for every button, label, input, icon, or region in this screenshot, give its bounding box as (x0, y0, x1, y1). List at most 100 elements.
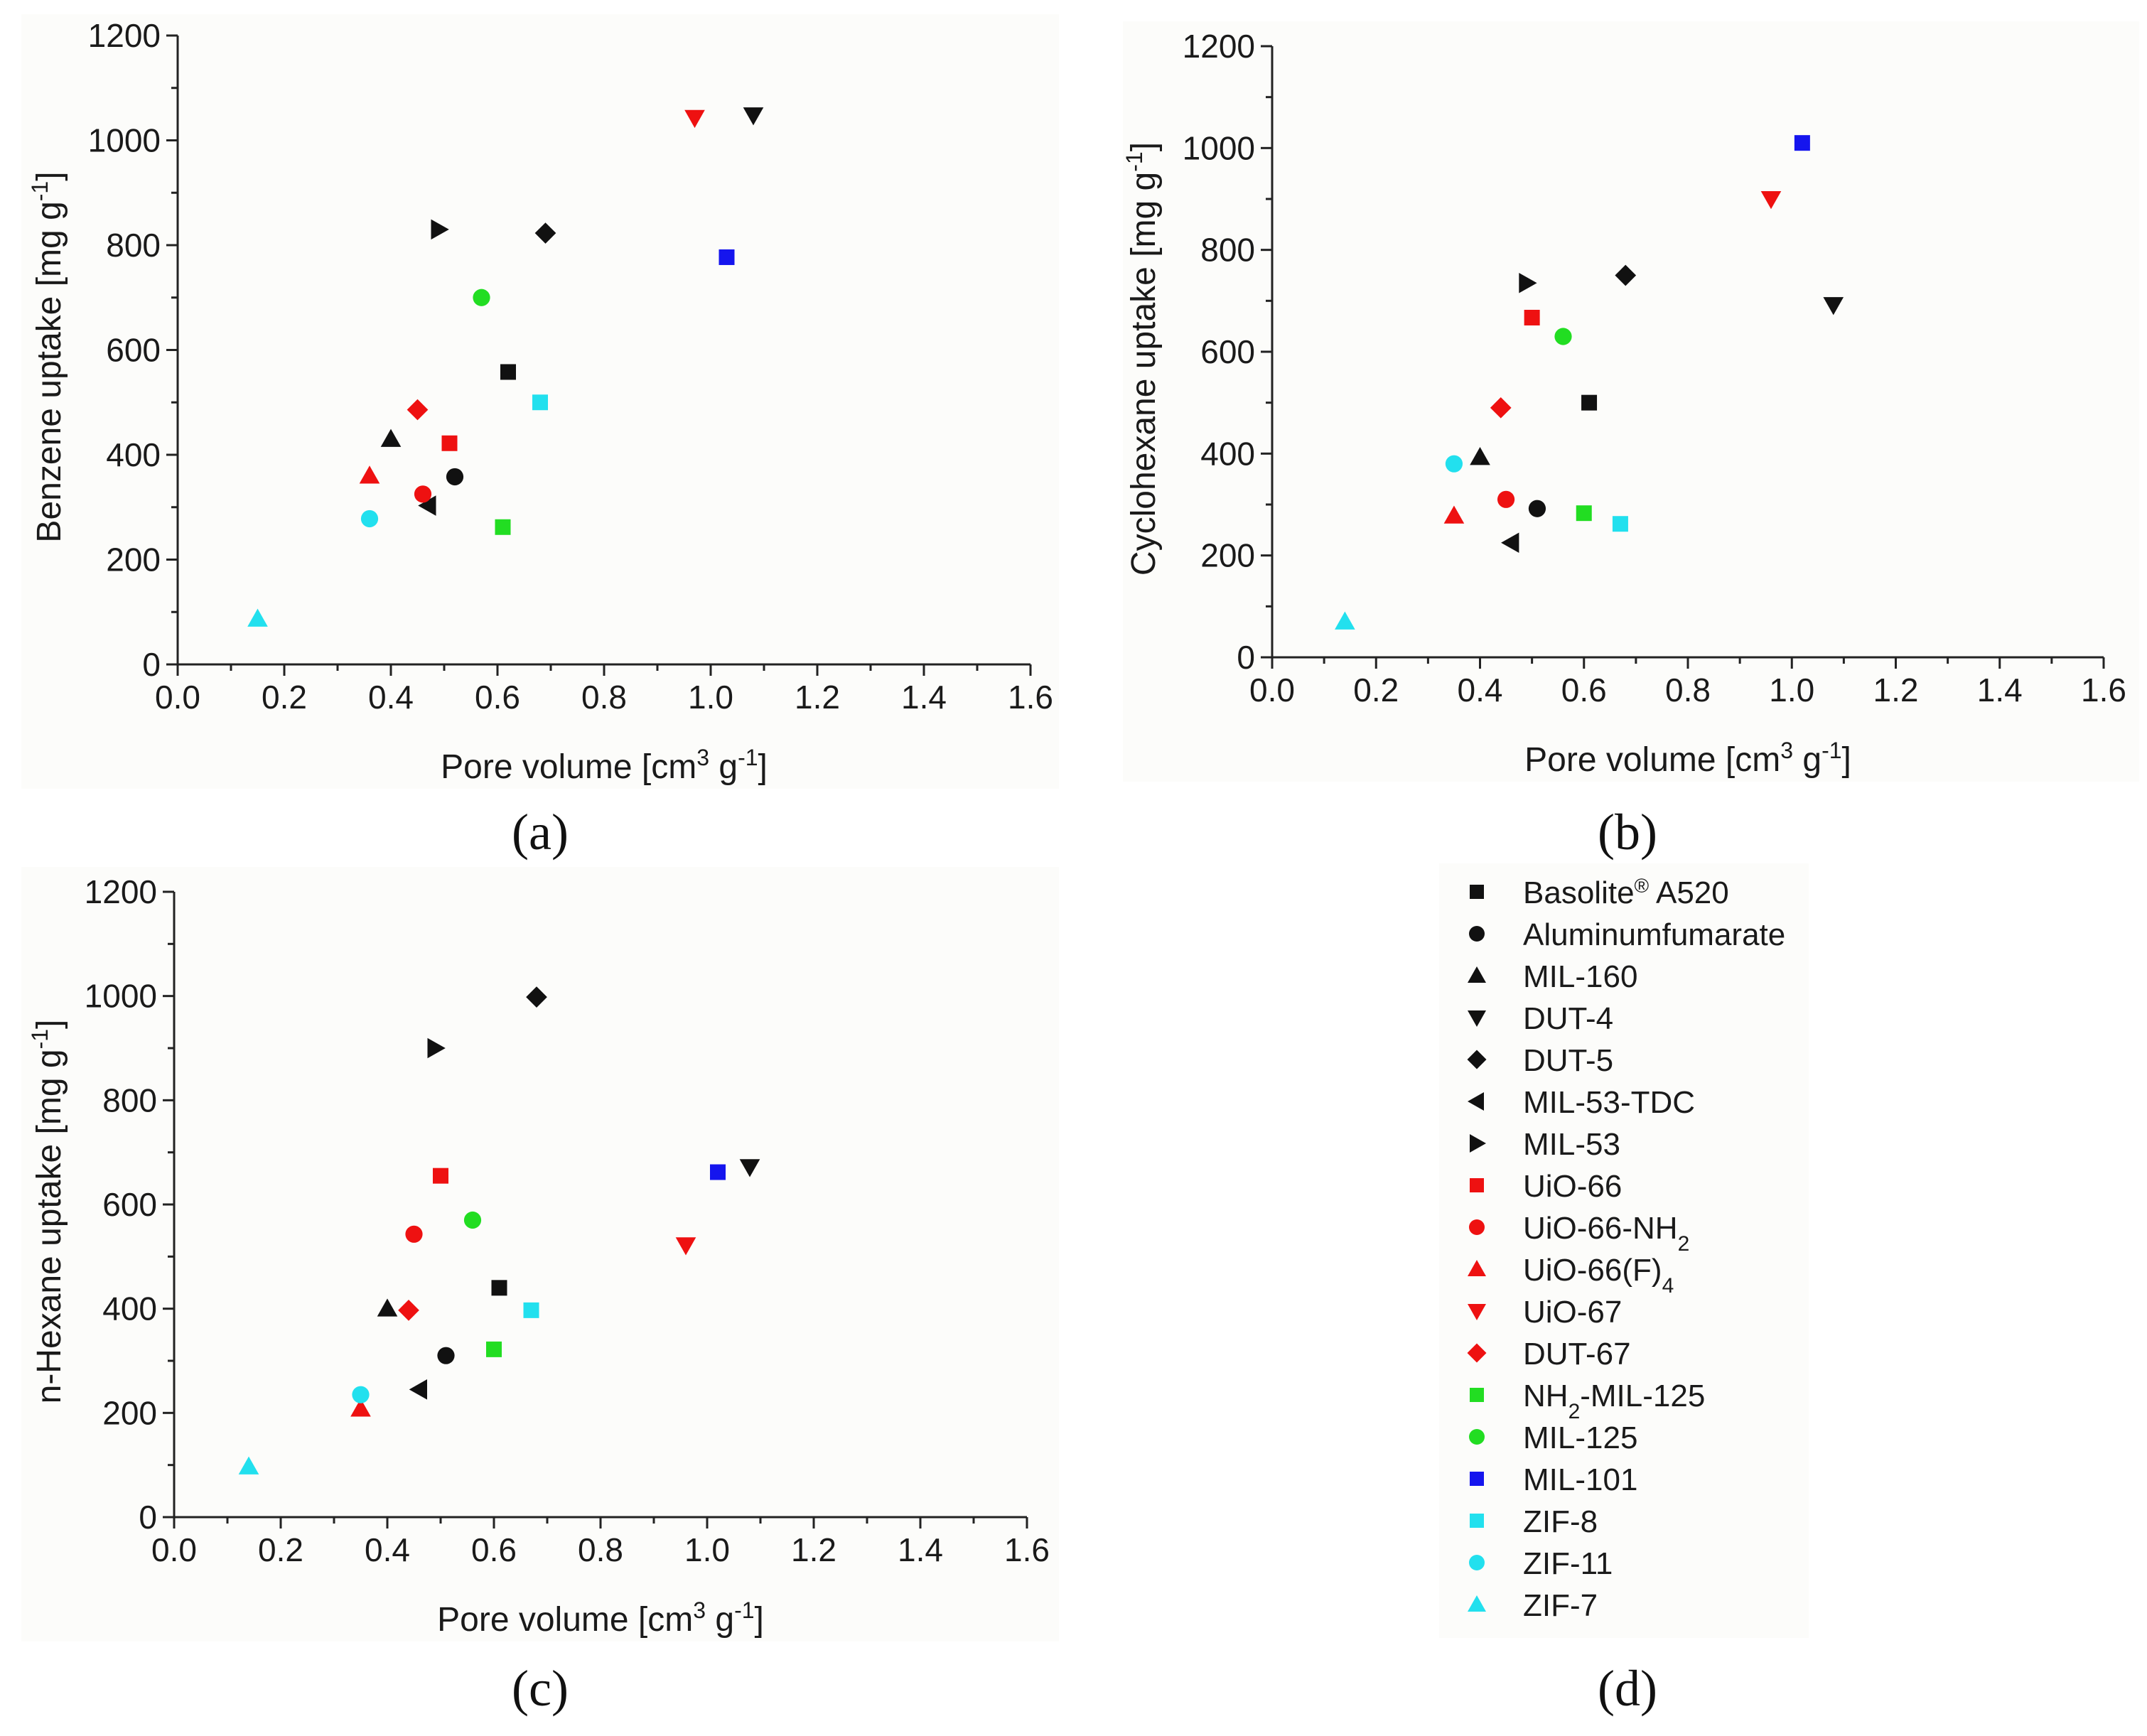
y-tick-label: 600 (106, 332, 161, 369)
legend-label: UiO-66-NH2 (1523, 1211, 1689, 1256)
x-tick-label: 0.6 (475, 679, 520, 716)
panel-a-x-ticks: 0.0 0.2 0.4 0.6 0.8 1.0 1.2 1.4 1.6 (155, 664, 1053, 716)
x-tick-label: 0.2 (1353, 672, 1399, 708)
y-tick-label: 400 (102, 1290, 157, 1327)
data-point-mil-101 (1794, 135, 1810, 151)
x-tick-label: 0.8 (581, 679, 627, 716)
y-tick-label: 1200 (1183, 28, 1255, 65)
data-point-nh2-mil-125 (486, 1341, 502, 1357)
legend-label: ZIF-11 (1523, 1546, 1613, 1581)
panel-c-y-ticks: 0 200 400 600 800 1000 1200 (85, 873, 174, 1536)
data-point-aluminumfumarate (446, 468, 464, 486)
x-tick-label: 0.8 (1665, 672, 1711, 708)
y-tick-label: 1200 (85, 873, 157, 910)
y-tick-label: 1000 (1183, 129, 1255, 166)
x-tick-label: 1.6 (1004, 1531, 1050, 1568)
data-point-uio-66-f-4 (359, 465, 380, 484)
y-tick-label: 1000 (85, 978, 157, 1015)
data-point-mil-125 (1554, 328, 1572, 345)
legend-marker-triangle-up (1468, 1595, 1486, 1612)
panel-b-y-label: Cyclohexane uptake [mg g-1] (1121, 142, 1163, 576)
panel-c-caption: (c) (512, 1660, 569, 1717)
legend-label: MIL-53 (1523, 1127, 1620, 1162)
legend-label: ZIF-7 (1523, 1588, 1598, 1623)
data-point-dut-67 (1490, 397, 1512, 419)
legend-entry: MIL-125 (1469, 1420, 1637, 1455)
panel-a-caption: (a) (512, 804, 569, 861)
data-point-uio-66-nh2 (1497, 490, 1515, 508)
panel-a-y-ticks: 0 200 400 600 800 1000 1200 (88, 17, 178, 683)
x-tick-label: 1.6 (2081, 672, 2126, 708)
legend-entry: MIL-53 (1470, 1127, 1620, 1162)
legend-marker-triangle-up (1468, 966, 1486, 983)
y-tick-label: 800 (1200, 232, 1255, 269)
legend-entry: Aluminumfumarate (1469, 917, 1785, 952)
x-tick-label: 0.6 (471, 1531, 517, 1568)
x-tick-label: 1.4 (901, 679, 947, 716)
legend-entry: DUT-5 (1467, 1043, 1613, 1078)
panel-c-points (238, 986, 760, 1474)
y-tick-label: 1200 (88, 17, 161, 54)
chart-panel-a: 0.0 0.2 0.4 0.6 0.8 1.0 1.2 1.4 1.6 0 200 400 600 80… (21, 14, 1059, 861)
data-point-uio-66 (433, 1168, 448, 1184)
legend-label: ZIF-8 (1523, 1504, 1598, 1539)
data-point-nh2-mil-125 (1576, 505, 1592, 522)
legend-entry: ZIF-8 (1470, 1504, 1598, 1539)
legend-marker-circle (1469, 1555, 1485, 1570)
data-point-dut-4 (743, 107, 764, 126)
legend-entry: DUT-4 (1468, 1001, 1613, 1036)
legend-label: MIL-53-TDC (1523, 1085, 1695, 1120)
x-tick-label: 0.4 (368, 679, 414, 716)
legend-marker-square (1470, 1388, 1484, 1402)
data-point-mil-53 (427, 1037, 446, 1059)
data-point-dut-4 (739, 1159, 760, 1177)
legend-entry: MIL-160 (1468, 959, 1637, 994)
legend-marker-diamond (1467, 1050, 1487, 1069)
data-point-mil-125 (463, 1211, 482, 1229)
data-point-mil-53-tdc (1501, 532, 1519, 554)
data-point-uio-66 (1524, 309, 1540, 325)
legend-marker-circle (1469, 1219, 1485, 1235)
x-tick-label: 0.0 (155, 679, 200, 716)
legend-label: MIL-160 (1523, 959, 1637, 994)
data-point-aluminumfumarate (1528, 500, 1546, 517)
data-point-basolite-a520 (500, 364, 516, 380)
legend-entry: NH2-MIL-125 (1470, 1379, 1705, 1423)
panel-c-background (21, 867, 1059, 1641)
legend-marker-square (1470, 1514, 1484, 1528)
legend-marker-square (1470, 1178, 1484, 1192)
data-point-mil-101 (710, 1164, 726, 1180)
data-point-mil-53-tdc (418, 495, 436, 516)
x-tick-label: 1.0 (684, 1531, 730, 1568)
legend-entry: UiO-66(F)4 (1468, 1253, 1674, 1298)
x-tick-label: 0.4 (365, 1531, 410, 1568)
panel-c-x-label: Pore volume [cm3 g-1] (437, 1597, 764, 1639)
x-tick-label: 1.2 (791, 1531, 836, 1568)
data-point-zif-8 (1612, 516, 1628, 532)
panel-b-background (1123, 21, 2139, 782)
x-tick-label: 0.6 (1561, 672, 1607, 708)
data-point-zif-8 (523, 1302, 539, 1318)
data-point-uio-67 (675, 1237, 696, 1256)
data-point-uio-66-nh2 (405, 1225, 423, 1243)
data-point-dut-5 (526, 986, 547, 1008)
data-point-zif-7 (1335, 611, 1355, 630)
y-tick-label: 200 (1200, 537, 1255, 574)
legend-label: UiO-66 (1523, 1169, 1622, 1204)
legend-label: Aluminumfumarate (1523, 917, 1785, 952)
data-point-mil-53-tdc (409, 1379, 427, 1400)
data-point-basolite-a520 (491, 1280, 507, 1296)
y-tick-label: 0 (1237, 639, 1255, 676)
legend-entry: UiO-66-NH2 (1469, 1211, 1689, 1256)
data-point-mil-160 (380, 428, 402, 447)
y-tick-label: 200 (106, 541, 161, 578)
panel-a-x-label: Pore volume [cm3 g-1] (441, 745, 768, 786)
data-point-zif-7 (238, 1456, 259, 1474)
data-point-zif-11 (352, 1386, 370, 1403)
y-tick-label: 800 (106, 227, 161, 264)
panel-a-y-label: Benzene uptake [mg g-1] (27, 171, 68, 542)
data-point-zif-7 (247, 608, 268, 627)
data-point-uio-66-nh2 (414, 485, 432, 503)
legend-entry: ZIF-7 (1468, 1588, 1598, 1623)
legend-marker-square (1470, 1472, 1484, 1486)
